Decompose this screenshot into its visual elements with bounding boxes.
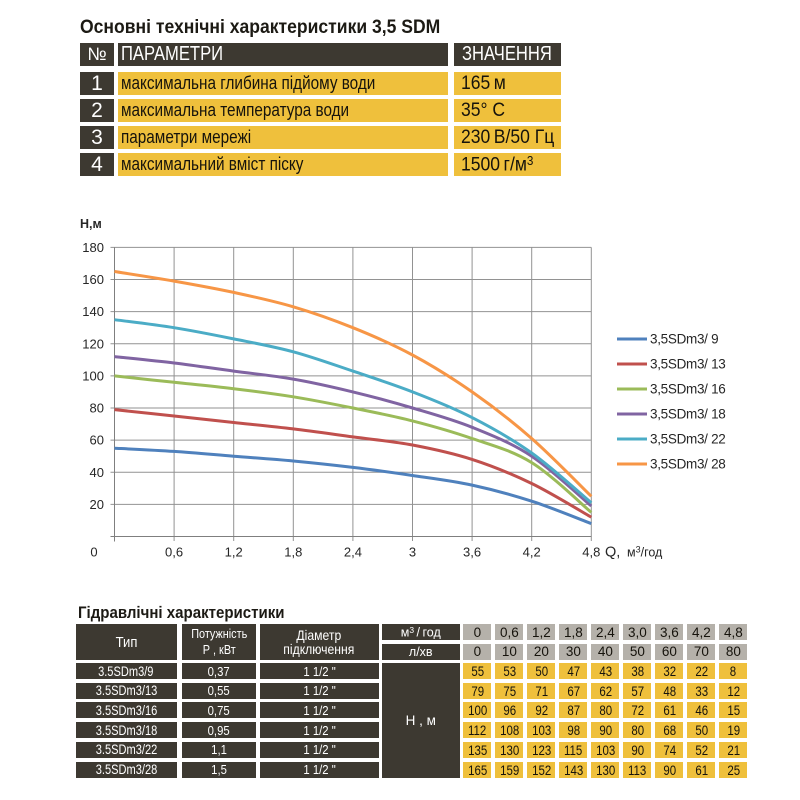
svg-text:м3/год: м3/год	[627, 545, 663, 560]
svg-text:100: 100	[82, 369, 104, 384]
svg-text:3,6: 3,6	[463, 545, 481, 560]
svg-text:20: 20	[90, 497, 104, 512]
svg-text:1,2: 1,2	[225, 545, 243, 560]
svg-text:4,2: 4,2	[523, 545, 541, 560]
svg-text:140: 140	[82, 304, 104, 319]
svg-text:3,5SDm3/ 28: 3,5SDm3/ 28	[650, 457, 726, 472]
svg-text:180: 180	[82, 240, 104, 255]
svg-text:3,5SDm3/ 16: 3,5SDm3/ 16	[650, 382, 726, 397]
svg-text:2,4: 2,4	[344, 545, 362, 560]
svg-text:80: 80	[90, 401, 104, 416]
svg-text:3,5SDm3/ 18: 3,5SDm3/ 18	[650, 407, 726, 422]
svg-text:0,6: 0,6	[165, 545, 183, 560]
svg-text:3,5SDm3/ 22: 3,5SDm3/ 22	[650, 432, 726, 447]
svg-text:1,8: 1,8	[284, 545, 302, 560]
svg-text:Н,м: Н,м	[80, 217, 102, 231]
svg-text:4,8: 4,8	[582, 545, 600, 560]
svg-text:3,5SDm3/ 13: 3,5SDm3/ 13	[650, 357, 726, 372]
svg-text:40: 40	[90, 465, 104, 480]
svg-text:0: 0	[90, 545, 97, 560]
svg-text:3: 3	[409, 545, 416, 560]
svg-text:160: 160	[82, 272, 104, 287]
svg-text:Q,: Q,	[605, 545, 620, 561]
svg-text:3,5SDm3/ 9: 3,5SDm3/ 9	[650, 332, 718, 347]
svg-text:60: 60	[90, 433, 104, 448]
svg-text:120: 120	[82, 336, 104, 351]
